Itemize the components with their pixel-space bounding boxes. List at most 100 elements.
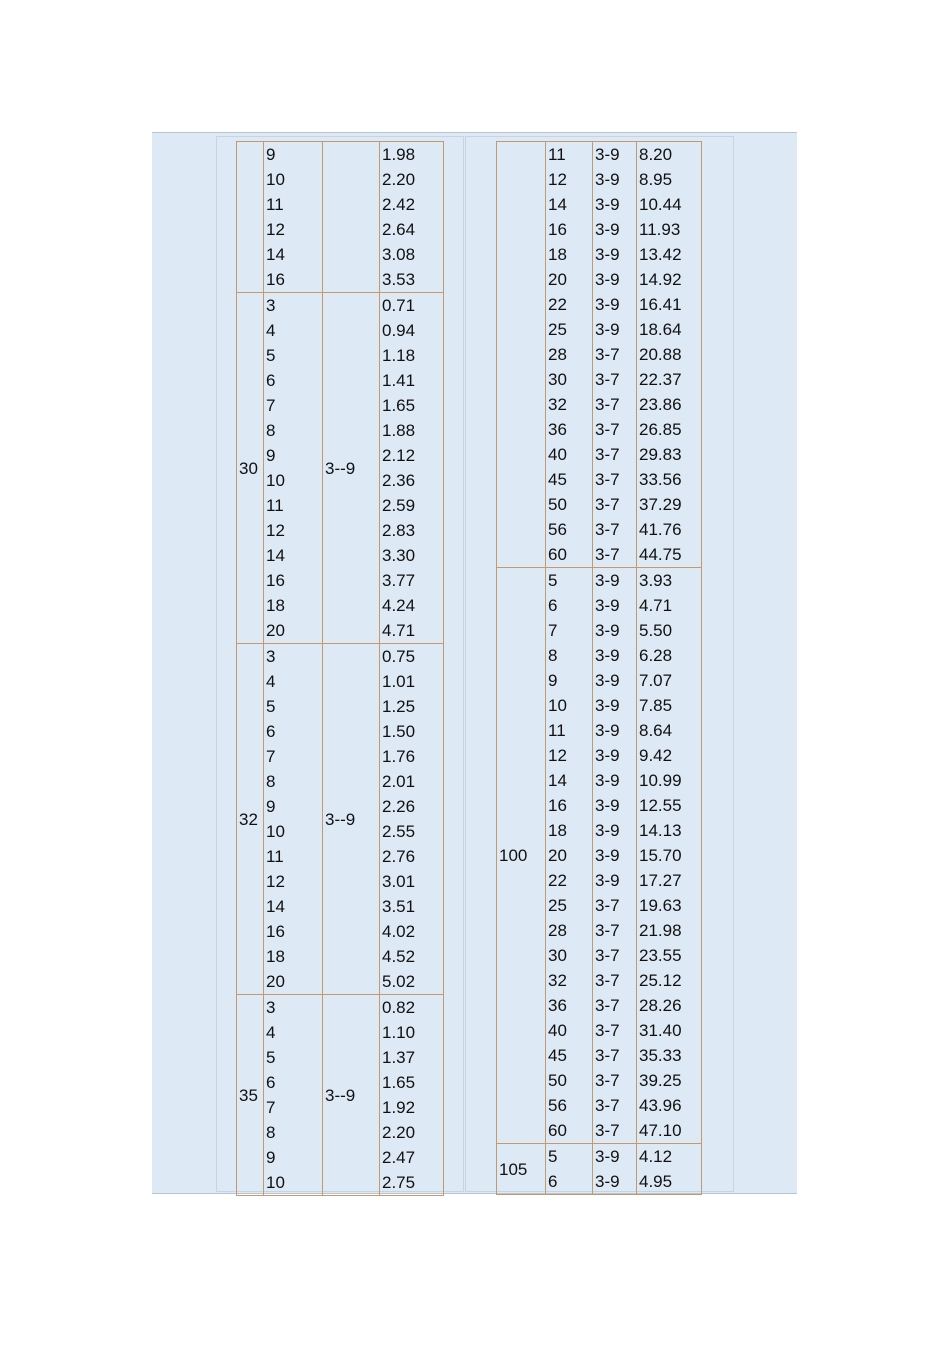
thickness: 60 [548, 545, 567, 564]
thickness: 18 [548, 245, 567, 264]
thickness: 12 [266, 521, 285, 540]
weight: 1.98 [382, 145, 416, 164]
group-row: 35 3 4 5 6 7 8 9 10 3--9 0.82 1.10 1.37 1.65 1.92 2.20 2… [236, 994, 444, 1196]
thickness: 8 [548, 646, 558, 665]
thickness: 14 [266, 897, 285, 916]
weight: 4.52 [382, 947, 416, 966]
weight: 12.55 [639, 796, 682, 815]
weight: 2.20 [382, 170, 416, 189]
size: 32 [239, 809, 258, 829]
document-frame: 9 10 11 12 14 16 1.98 2.20 2.42 2.64 3.08 3.53 30 3 4 5… [152, 132, 797, 1196]
thickness: 8 [266, 421, 276, 440]
weight: 37.29 [639, 495, 682, 514]
weight: 17.27 [639, 871, 682, 890]
thickness: 12 [548, 746, 567, 765]
thickness: 6 [266, 1073, 276, 1092]
range: 3-9 [595, 295, 620, 314]
weight: 5.02 [382, 972, 416, 991]
thickness: 5 [266, 346, 276, 365]
weight: 0.75 [382, 647, 416, 666]
range: 3-7 [595, 545, 620, 564]
thickness: 28 [548, 345, 567, 364]
left-panel: 9 10 11 12 14 16 1.98 2.20 2.42 2.64 3.08 3.53 30 3 4 5… [216, 136, 464, 1196]
thickness: 3 [266, 998, 276, 1017]
weight: 14.13 [639, 821, 682, 840]
weight-cell: 3.93 4.71 5.50 6.28 7.07 7.85 8.64 9.42 10.99 12.… [636, 567, 702, 1144]
group-row: 11 12 14 16 18 20 22 25 28 30 32 36 40 45 50 56 60 3-9 3-9… [496, 141, 702, 568]
weight-cell: 0.82 1.10 1.37 1.65 1.92 2.20 2.47 2.75 [379, 994, 444, 1196]
range-cell: 3--9 [322, 994, 380, 1196]
weight: 3.01 [382, 872, 416, 891]
weight: 1.65 [382, 396, 416, 415]
thickness: 14 [266, 546, 285, 565]
weight: 3.51 [382, 897, 416, 916]
thickness: 18 [548, 821, 567, 840]
thickness: 10 [266, 822, 285, 841]
weight: 22.37 [639, 370, 682, 389]
thickness: 12 [266, 872, 285, 891]
thickness: 56 [548, 1096, 567, 1115]
thickness: 9 [548, 671, 558, 690]
thickness: 12 [266, 220, 285, 239]
weight-cell: 0.75 1.01 1.25 1.50 1.76 2.01 2.26 2.55 2.76 3.01… [379, 643, 444, 995]
weight-cell: 1.98 2.20 2.42 2.64 3.08 3.53 [379, 141, 444, 293]
weight: 1.01 [382, 672, 416, 691]
range: 3-7 [595, 946, 620, 965]
thickness: 3 [266, 296, 276, 315]
thickness: 11 [548, 145, 566, 164]
range: 3--9 [325, 809, 356, 829]
weight: 1.25 [382, 697, 416, 716]
range: 3-9 [595, 220, 620, 239]
weight: 47.10 [639, 1121, 682, 1140]
thickness: 32 [548, 395, 567, 414]
thickness: 6 [548, 1172, 558, 1191]
weight: 1.37 [382, 1048, 416, 1067]
thickness: 14 [548, 771, 567, 790]
group-row: 105 5 6 3-9 3-9 4.12 4.95 [496, 1143, 702, 1195]
range: 3-7 [595, 420, 620, 439]
weight: 2.01 [382, 772, 416, 791]
range: 3-9 [595, 796, 620, 815]
weight: 1.88 [382, 421, 416, 440]
weight: 1.10 [382, 1023, 416, 1042]
range: 3-9 [595, 871, 620, 890]
weight: 16.41 [639, 295, 682, 314]
thickness: 9 [266, 145, 276, 164]
range: 3-7 [595, 495, 620, 514]
weight: 4.71 [639, 596, 673, 615]
weight: 5.50 [639, 621, 673, 640]
right-table: 11 12 14 16 18 20 22 25 28 30 32 36 40 45 50 56 60 3-9 3-9… [496, 141, 702, 1195]
weight: 21.98 [639, 921, 682, 940]
range: 3-9 [595, 245, 620, 264]
weight: 3.77 [382, 571, 416, 590]
weight: 0.82 [382, 998, 416, 1017]
range: 3-9 [595, 671, 620, 690]
weight: 1.92 [382, 1098, 416, 1117]
thickness: 5 [548, 571, 558, 590]
weight-cell: 0.71 0.94 1.18 1.41 1.65 1.88 2.12 2.36 2.59 2.83… [379, 292, 444, 644]
range: 3-7 [595, 1096, 620, 1115]
size: 35 [239, 1085, 258, 1105]
thickness: 16 [548, 220, 567, 239]
thickness-cell: 3 4 5 6 7 8 9 10 11 12 14 16 18 20 [263, 292, 323, 644]
range: 3-9 [595, 746, 620, 765]
size-cell [236, 141, 264, 293]
range-cell: 3-9 3-9 [592, 1143, 637, 1195]
weight: 26.85 [639, 420, 682, 439]
weight: 0.94 [382, 321, 416, 340]
weight: 23.86 [639, 395, 682, 414]
size: 105 [499, 1159, 528, 1179]
range: 3-7 [595, 1021, 620, 1040]
weight: 2.36 [382, 471, 416, 490]
weight: 3.53 [382, 270, 416, 289]
thickness: 5 [548, 1147, 558, 1166]
weight: 41.76 [639, 520, 682, 539]
left-table: 9 10 11 12 14 16 1.98 2.20 2.42 2.64 3.08 3.53 30 3 4 5… [236, 141, 444, 1196]
weight: 7.85 [639, 696, 673, 715]
range: 3-9 [595, 170, 620, 189]
range: 3-9 [595, 1147, 620, 1166]
thickness: 4 [266, 672, 276, 691]
thickness: 10 [266, 170, 285, 189]
weight: 1.65 [382, 1073, 416, 1092]
